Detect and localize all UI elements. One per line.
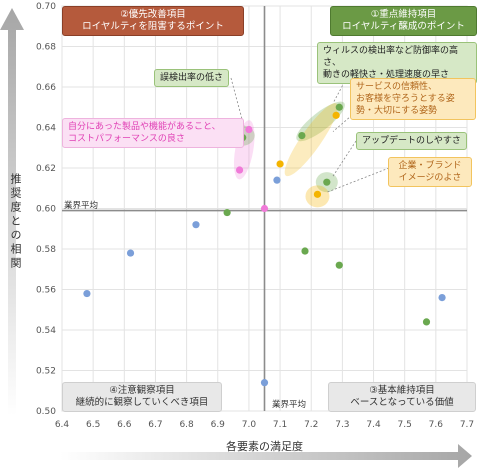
quadrant-label-top-left: ②優先改善項目 ロイヤルティを阻害するポイント: [62, 6, 244, 36]
y-tick-label: 0.62: [36, 164, 56, 174]
y-tick-label: 0.68: [36, 43, 56, 53]
x-tick-label: 6.6: [117, 420, 132, 430]
leader-line: [332, 140, 357, 177]
annotation-text: イメージのよさ: [398, 173, 462, 183]
x-tick-label: 6.8: [179, 420, 194, 430]
point-blue: [438, 294, 446, 302]
y-axis-label: 推奨度との相関: [9, 173, 22, 271]
y-tick-label: 0.60: [36, 205, 56, 215]
x-tick-label: 7.2: [304, 420, 318, 430]
annotation-corporate: 企業・ブランド イメージのよさ: [388, 157, 472, 187]
point-blue: [126, 249, 135, 257]
point-green: [323, 178, 331, 186]
annotation-text: 動きの軽快さ・処理速度の早さ: [323, 70, 450, 80]
quadrant-label-bottom-right: ③基本維持項目 ベースとなっている価値: [328, 382, 476, 412]
point-green: [298, 132, 306, 140]
leader-line: [230, 77, 245, 128]
quadrant-title: ③基本維持項目: [369, 385, 435, 396]
annotation-error-rate: 誤検出率の低さ: [154, 69, 230, 87]
annotation-text: 企業・ブランド: [398, 161, 462, 171]
y-tick-label: 0.54: [36, 326, 56, 336]
quadrant-title: ④注意観察項目: [109, 385, 175, 396]
point-green: [301, 247, 309, 255]
quadrant-label-bottom-left: ④注意観察項目 継続的に観察していくべき項目: [62, 382, 222, 412]
x-tick-label: 7.6: [429, 420, 444, 430]
quadrant-label-top-right: ①重点維持項目 ロイヤルティ醸成のポイント: [330, 6, 477, 36]
quadrant-subtitle: ロイヤルティを阻害するポイント: [82, 21, 224, 32]
point-pink: [260, 204, 269, 213]
annotation-text: ウィルスの検出率など防御率の高さ、: [323, 46, 459, 68]
annotation-update: アップデートのしやすさ: [356, 132, 467, 150]
quadrant-subtitle: ベースとなっている価値: [350, 397, 454, 408]
tick-labels: 6.4 6.5 6.6 6.7 6.8 6.9 7.0 7.1 7.2 7.3 7.4 7.5 7.6 7…: [36, 2, 474, 430]
x-tick-label: 6.4: [55, 420, 70, 430]
x-tick-label: 7.5: [398, 420, 412, 430]
annotation-text: 誤検出率の低さ: [160, 73, 224, 83]
axis-arrows: [0, 8, 472, 468]
quadrant-subtitle: ロイヤルティ醸成のポイント: [342, 21, 465, 32]
point-green: [335, 103, 343, 111]
point-pink: [245, 125, 253, 134]
point-orange: [313, 190, 322, 198]
annotation-service: サービスの信頼性、 お客様を守ろうとする姿 勢・大切にする姿勢: [350, 78, 476, 120]
x-tick-label: 6.5: [86, 420, 100, 430]
y-tick-label: 0.52: [36, 367, 56, 377]
point-green: [422, 318, 431, 326]
y-tick-label: 0.50: [36, 407, 56, 417]
y-axis-label-box: 推奨度との相関: [4, 12, 26, 432]
point-pink: [235, 166, 244, 174]
y-tick-label: 0.70: [36, 2, 56, 12]
quadrant-subtitle: 継続的に観察していくべき項目: [75, 397, 209, 408]
x-tick-label: 7.0: [242, 420, 257, 430]
highlight-orange-service: [284, 103, 338, 177]
point-blue: [83, 289, 91, 298]
highlight-green-virus: [296, 101, 345, 142]
annotation-products: 自分にあった製品や機能があること、 コストパフォーマンスの良さ: [62, 118, 244, 148]
data-points: [83, 103, 446, 387]
annotation-text: アップデートのしやすさ: [362, 136, 461, 146]
x-tick-label: 6.7: [148, 420, 162, 430]
annotation-text: コストパフォーマンスの良さ: [68, 134, 185, 144]
average-y-label: 業界平均: [64, 201, 99, 211]
point-blue: [192, 221, 200, 229]
x-tick-label: 6.9: [211, 420, 226, 430]
point-green: [223, 208, 231, 217]
quadrant-title: ②優先改善項目: [120, 9, 186, 20]
x-tick-label: 7.4: [366, 420, 381, 430]
y-tick-label: 0.66: [36, 83, 56, 93]
y-tick-label: 0.56: [36, 286, 56, 296]
annotation-virus: ウィルスの検出率など防御率の高さ、 動きの軽快さ・処理速度の早さ: [317, 42, 477, 84]
leader-line: [326, 167, 390, 193]
x-tick-label: 7.1: [273, 420, 287, 430]
leader-line: [332, 67, 353, 104]
y-tick-label: 0.58: [36, 245, 56, 255]
point-green: [335, 261, 343, 269]
x-axis-arrow: [60, 444, 472, 468]
x-tick-label: 7.7: [460, 420, 474, 430]
annotation-text: お客様を守ろうとする姿: [356, 94, 455, 104]
point-blue: [260, 379, 269, 387]
quadrant-title: ①重点維持項目: [370, 9, 437, 20]
annotation-text: 勢・大切にする姿勢: [356, 106, 438, 116]
x-tick-label: 7.3: [335, 420, 349, 430]
y-tick-label: 0.64: [36, 124, 56, 134]
y-axis-arrow: [0, 8, 24, 416]
average-x-label: 業界平均: [272, 400, 307, 410]
point-orange: [332, 111, 340, 119]
annotation-text: 自分にあった製品や機能があること、: [68, 122, 221, 132]
annotation-text: サービスの信頼性、: [356, 82, 438, 92]
point-orange: [276, 160, 284, 168]
point-blue: [273, 176, 281, 184]
x-axis-label: 各要素の満足度: [226, 440, 303, 453]
